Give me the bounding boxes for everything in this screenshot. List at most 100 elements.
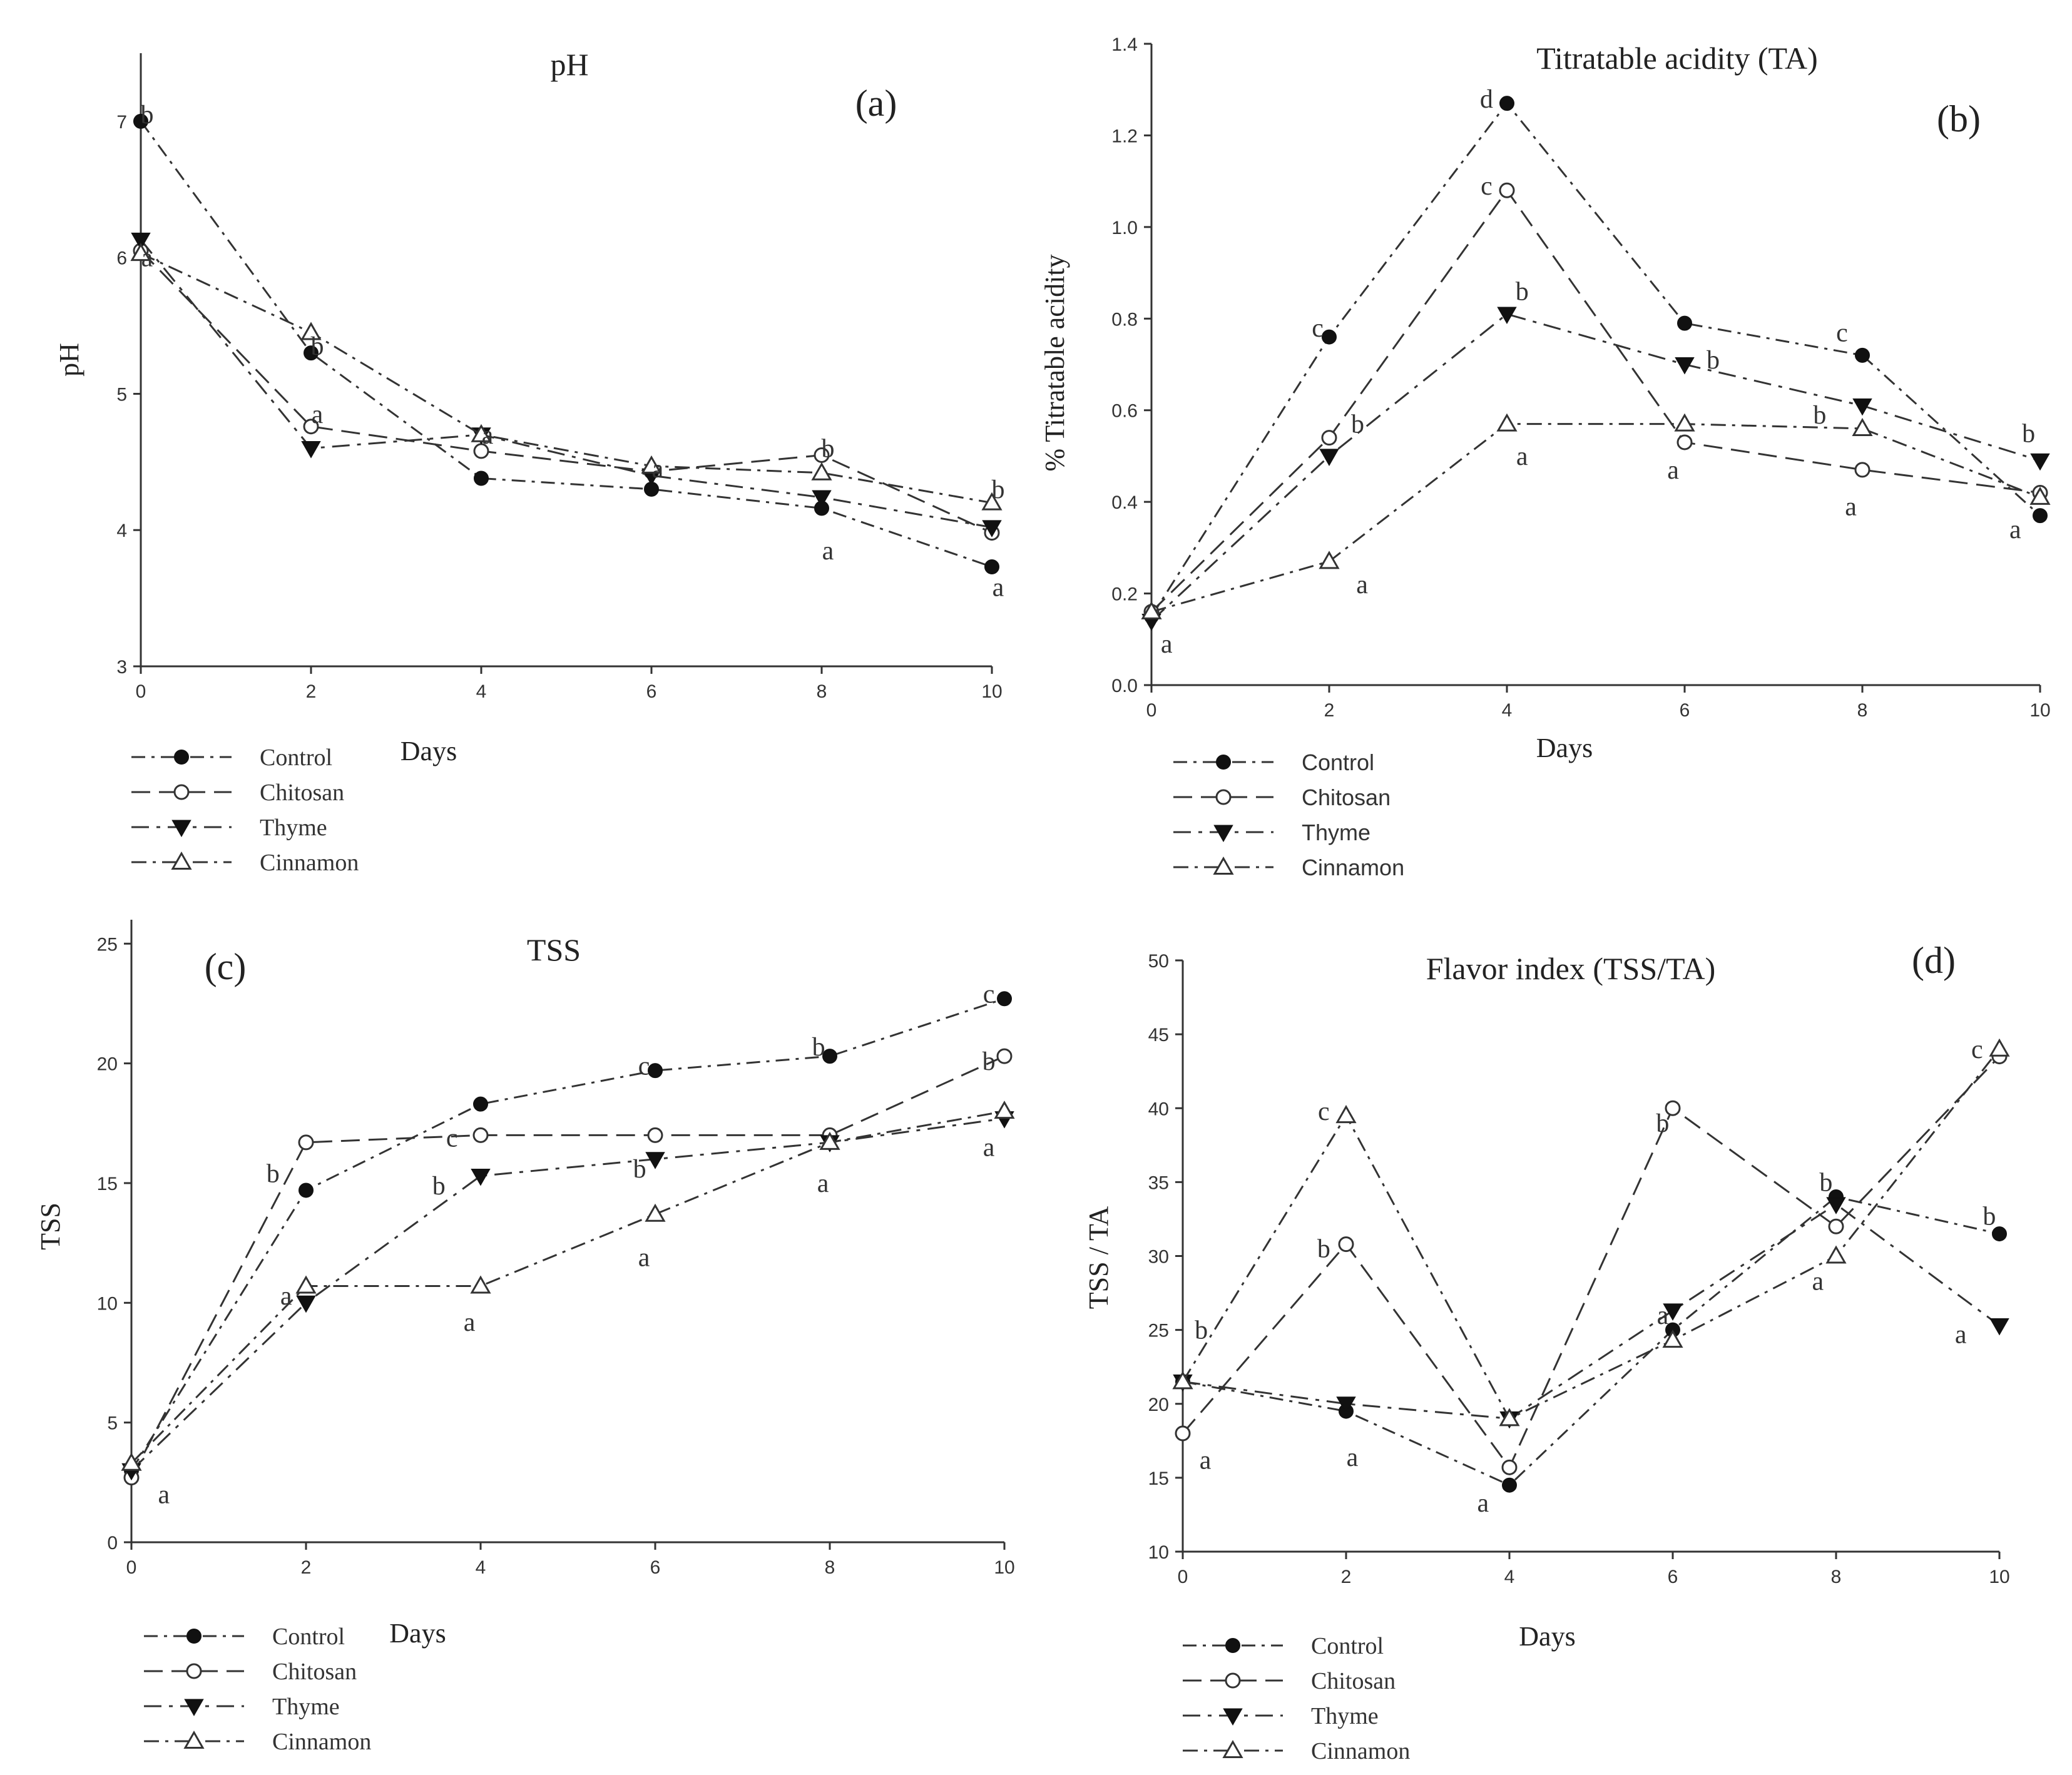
legend-marker (1213, 825, 1233, 843)
data-point (1496, 413, 1518, 432)
chart-panel-b: 0 2 4 6 8 10 0.0 0.2 0.4 0.6 0.8 1.0 1.2 1.4 Titratabl… (1039, 34, 2051, 880)
legend: Control Chitosan Thyme Cinnamon (131, 745, 359, 876)
series-thyme (1173, 1197, 2009, 1429)
significance-letter: c (638, 1052, 650, 1081)
significance-letter: a (1955, 1321, 1967, 1350)
legend-marker (171, 851, 192, 870)
y-axis-label: % Titratable acidity (1039, 254, 1070, 471)
series-line (140, 121, 993, 568)
significance-letter: c (1836, 318, 1848, 347)
data-point (471, 424, 492, 442)
significance-letter: a (1347, 1443, 1359, 1472)
significance-letter: c (1971, 1035, 1983, 1064)
y-tick-label: 25 (97, 934, 118, 955)
legend-label: Chitosan (272, 1659, 357, 1685)
legend-label: Control (260, 745, 332, 771)
y-tick-label: 50 (1148, 951, 1169, 972)
legend-label: Control (272, 1624, 345, 1650)
significance-letter: a (1845, 492, 1857, 521)
x-tick-label: 8 (1831, 1567, 1842, 1587)
y-tick-label: 15 (1148, 1468, 1169, 1489)
data-point (300, 322, 322, 340)
legend-marker (1215, 789, 1232, 805)
data-point (472, 1127, 489, 1143)
data-point (645, 1203, 666, 1222)
series-line (1182, 1203, 2000, 1420)
x-tick-label: 10 (981, 681, 1002, 702)
significance-letter: b (992, 476, 1005, 504)
legend-item-cinnamon: Cinnamon (1183, 1738, 1410, 1764)
data-point (1992, 1226, 2007, 1242)
significance-letter: a (1356, 571, 1368, 599)
significance-letter: c (983, 980, 995, 1009)
data-point (1499, 96, 1514, 111)
data-point (1989, 1318, 2009, 1336)
y-tick-label: 1.4 (1111, 34, 1138, 55)
data-point (1322, 329, 1337, 345)
data-point (1336, 1396, 1356, 1414)
series-chitosan (1143, 182, 2048, 620)
series-line (1151, 423, 2041, 613)
legend-marker (173, 784, 190, 800)
data-point (1826, 1197, 1846, 1214)
series-cinnamon (1172, 1038, 2010, 1427)
legend: Control Chitosan Thyme Cinnamon (1183, 1633, 1410, 1764)
data-point (996, 1048, 1013, 1064)
legend-marker (1225, 1672, 1241, 1689)
y-tick-label: 15 (97, 1174, 118, 1194)
data-point (1499, 182, 1515, 198)
legend-item-chitosan: Chitosan (131, 780, 344, 806)
series-control (133, 113, 999, 575)
data-point (1677, 315, 1692, 331)
y-axis-label: pH (54, 343, 84, 377)
series-line (1150, 101, 2041, 617)
x-tick-label: 4 (1504, 1567, 1515, 1587)
legend: Control Chitosan Thyme Cinnamon (144, 1624, 371, 1755)
x-tick-label: 6 (1680, 700, 1690, 721)
data-point (1675, 357, 1695, 375)
legend-label: Thyme (1311, 1703, 1379, 1729)
x-tick-label: 10 (2029, 700, 2050, 721)
y-tick-label: 10 (97, 1293, 118, 1314)
data-point (130, 243, 151, 262)
y-tick-label: 35 (1148, 1172, 1169, 1193)
y-tick-label: 0.2 (1111, 584, 1138, 605)
data-point (822, 1049, 837, 1064)
y-tick-label: 30 (1148, 1247, 1169, 1268)
data-point (641, 455, 662, 474)
significance-letter: a (1657, 1301, 1669, 1330)
legend-label: Cinnamon (272, 1729, 371, 1755)
significance-letter: b (311, 332, 324, 361)
legend-label: Chitosan (1311, 1668, 1396, 1694)
data-point (1172, 1371, 1193, 1390)
data-point (1319, 551, 1340, 569)
significance-letter: c (1318, 1097, 1330, 1126)
significance-letter: c (446, 1124, 458, 1152)
significance-letter: d (1480, 85, 1493, 114)
y-tick-label: 1.2 (1111, 126, 1138, 146)
x-axis-label: Days (1519, 1621, 1575, 1652)
significance-letter: b (982, 1047, 996, 1076)
series-control (1144, 96, 2048, 624)
legend-marker (1216, 755, 1231, 770)
data-point (814, 447, 830, 463)
significance-letter: a (1516, 442, 1528, 471)
data-point (812, 490, 832, 507)
data-point (131, 232, 151, 250)
x-tick-label: 8 (1857, 700, 1868, 721)
legend-item-control: Control (1183, 1633, 1384, 1659)
significance-letter: a (464, 1308, 476, 1337)
data-point (1674, 413, 1695, 432)
y-tick-label: 1.0 (1111, 218, 1138, 238)
legend-item-thyme: Thyme (131, 815, 327, 841)
data-point (2030, 453, 2050, 471)
legend-marker (1225, 1638, 1240, 1653)
data-point (303, 419, 319, 435)
data-point (1338, 1236, 1354, 1253)
legend-item-cinnamon: Cinnamon (131, 850, 359, 876)
series-line (1150, 313, 2041, 622)
data-point (1676, 434, 1693, 450)
legend: Control Chitosan Thyme Cinnamon (1173, 750, 1404, 880)
legend-item-thyme: Thyme (1173, 820, 1370, 845)
y-tick-label: 4 (116, 521, 127, 541)
